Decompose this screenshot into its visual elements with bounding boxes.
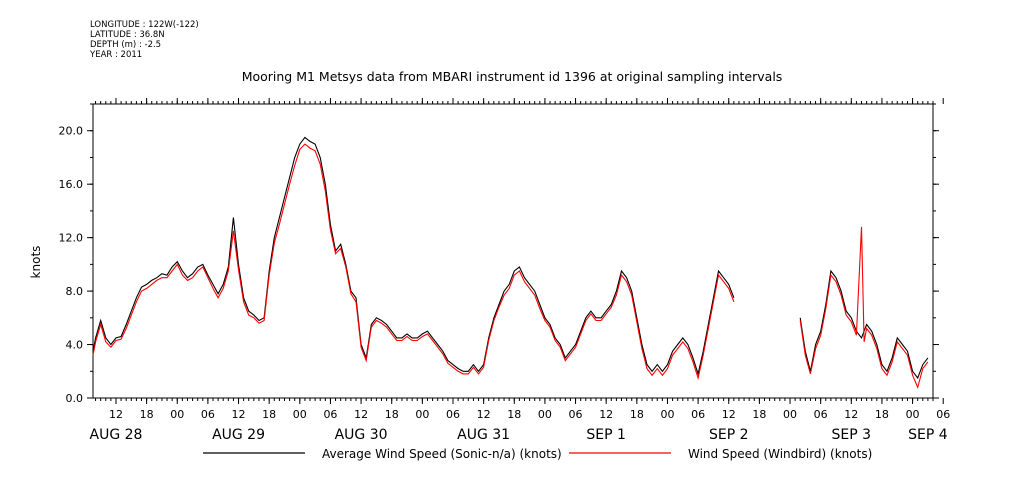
x-hour-label: 12 [722,408,736,421]
x-hour-label: 00 [415,408,429,421]
legend-label-windbird: Wind Speed (Windbird) (knots) [688,447,872,461]
x-hour-label: 12 [354,408,368,421]
meta-depth: DEPTH (m) : -2.5 [90,40,162,50]
x-date-label: AUG 29 [212,427,265,443]
x-hour-label: 18 [262,408,276,421]
x-hour-label: 00 [783,408,797,421]
x-hour-label: 18 [875,408,889,421]
meta-latitude: LATITUDE : 36.8N [90,30,165,40]
x-hour-label: 06 [201,408,215,421]
x-hour-label: 06 [814,408,828,421]
x-hour-label: 00 [293,408,307,421]
chart-title: Mooring M1 Metsys data from MBARI instru… [242,69,783,84]
series-layer [92,136,929,389]
metadata-block: LONGITUDE : 122W(-122) LATITUDE : 36.8N … [90,20,199,60]
x-hour-label: 18 [507,408,521,421]
x-date-label: SEP 1 [586,427,626,443]
y-tick-label: 4.0 [66,339,84,352]
x-date-label: SEP 4 [908,427,948,443]
x-hour-label: 06 [323,408,337,421]
x-hour-label: 12 [109,408,123,421]
x-hour-label: 12 [844,408,858,421]
x-hour-label: 18 [630,408,644,421]
y-axis-label: knots [29,246,43,279]
meta-year: YEAR : 2011 [90,50,143,60]
x-date-label: AUG 31 [457,427,510,443]
plot-frame [92,103,934,399]
x-hour-label: 00 [170,408,184,421]
x-date-label: AUG 28 [90,427,143,443]
y-tick-label: 12.0 [59,232,84,245]
meta-longitude: LONGITUDE : 122W(-122) [90,20,199,30]
x-hour-label: 18 [752,408,766,421]
x-hour-label: 18 [140,408,154,421]
x-hour-label: 06 [936,408,950,421]
x-hour-label: 00 [906,408,920,421]
y-tick-label: 20.0 [59,125,84,138]
x-hour-label: 06 [446,408,460,421]
series-windbird-line [92,143,735,381]
x-hour-label: 18 [385,408,399,421]
x-hour-label: 00 [660,408,674,421]
legend-label-average-wind: Average Wind Speed (Sonic-n/a) (knots) [322,447,562,461]
x-hour-label: 06 [691,408,705,421]
x-hour-label: 12 [599,408,613,421]
y-tick-label: 16.0 [59,178,84,191]
series-average-wind-line [92,136,735,376]
x-date-label: SEP 2 [709,427,749,443]
axis-ticks: 0.0 4.0 8.0 12.0 16.0 20.0 12 18 00 06 12 18 00 06 12 1… [59,98,950,443]
x-hour-label: 00 [538,408,552,421]
y-tick-label: 0.0 [66,392,84,405]
x-hour-label: 06 [569,408,583,421]
x-date-label: SEP 3 [832,427,872,443]
x-date-label: AUG 30 [335,427,388,443]
legend: Average Wind Speed (Sonic-n/a) (knots) W… [203,447,872,461]
x-hour-label: 12 [232,408,246,421]
series-windbird-line [799,226,929,389]
y-tick-label: 8.0 [66,285,84,298]
x-hour-label: 12 [477,408,491,421]
